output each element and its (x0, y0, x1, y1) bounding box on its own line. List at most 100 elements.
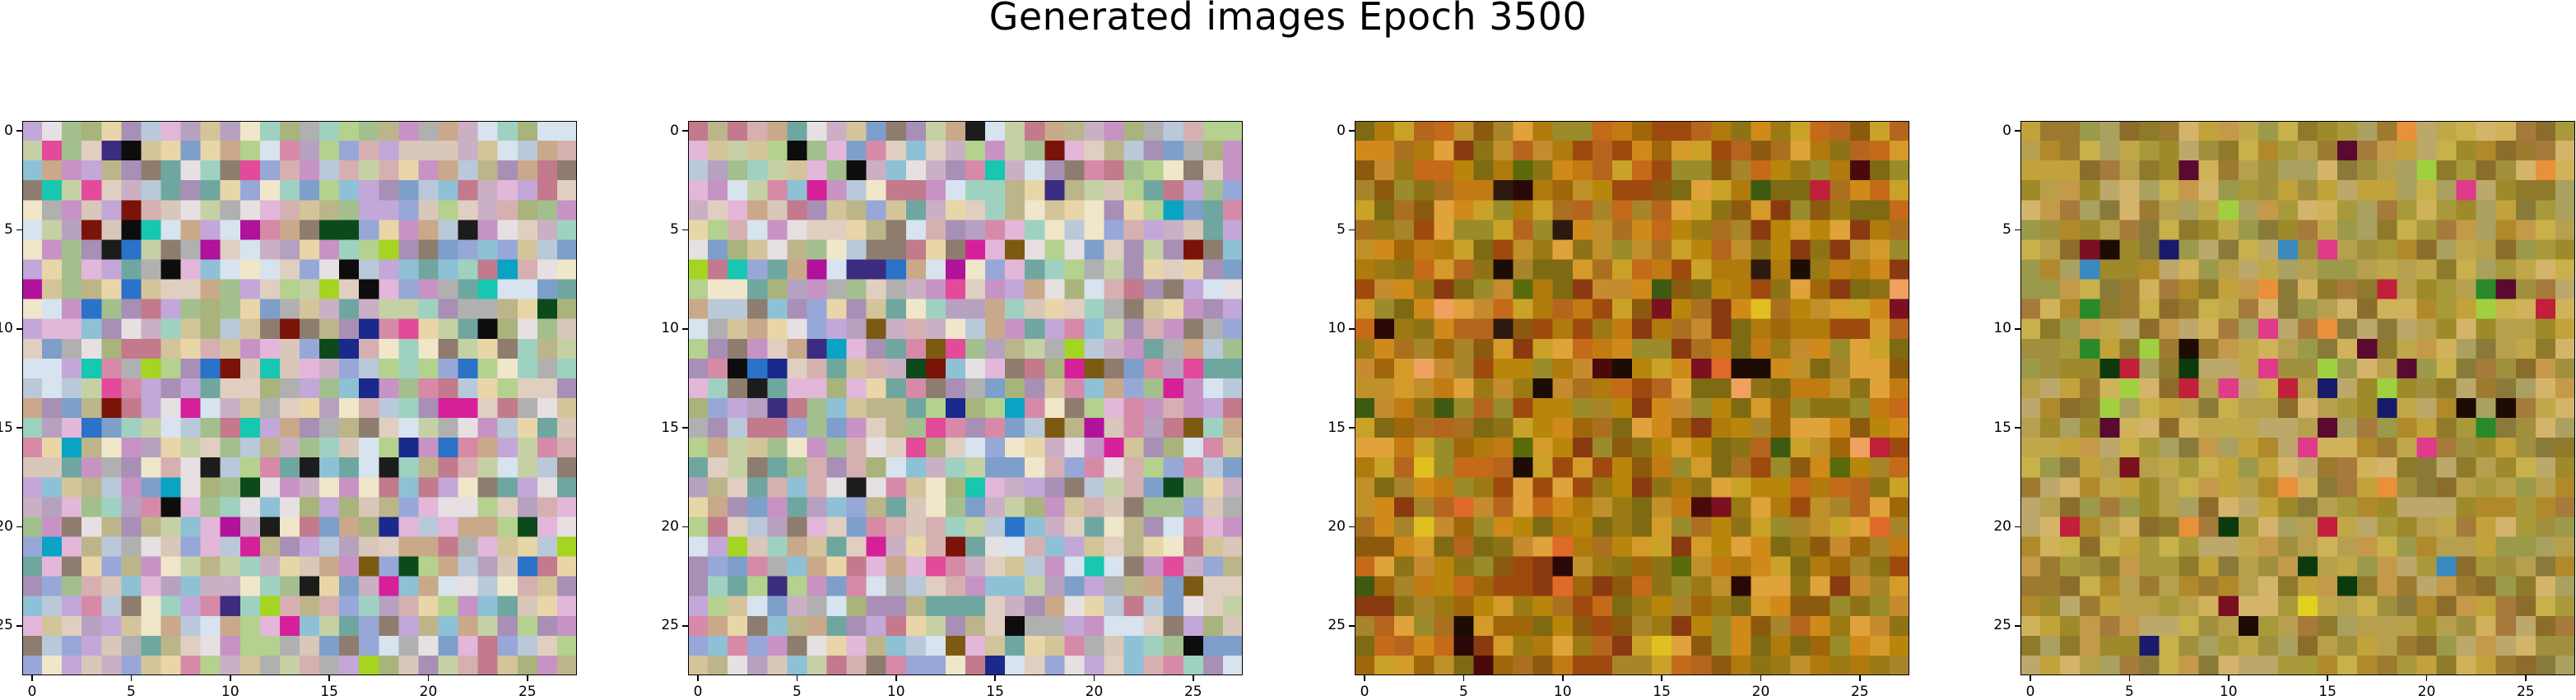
y-tick-mark (16, 427, 22, 429)
y-tick-mark (16, 328, 22, 330)
x-tick-label: 25 (1183, 684, 1202, 700)
generated-image-2 (688, 121, 1243, 675)
y-tick-label: 25 (1993, 617, 2011, 634)
y-tick-mark (2015, 229, 2020, 231)
y-tick-mark (682, 229, 688, 231)
x-tick-label: 10 (221, 684, 239, 700)
y-tick-mark (2015, 130, 2020, 132)
x-tick-label: 10 (886, 684, 905, 700)
x-tick-mark (2228, 675, 2230, 681)
x-tick-label: 20 (1751, 684, 1770, 700)
y-tick-mark (1349, 130, 1355, 132)
x-tick-label: 15 (986, 684, 1004, 700)
y-tick-mark (1349, 229, 1355, 231)
x-tick-label: 5 (1458, 684, 1468, 700)
y-tick-mark (1349, 526, 1355, 528)
x-tick-mark (697, 675, 699, 681)
y-tick-label: 15 (1328, 419, 1346, 436)
generated-image-3 (1355, 121, 1909, 675)
y-tick-mark (2015, 526, 2020, 528)
y-tick-mark (682, 625, 688, 627)
x-tick-mark (328, 675, 330, 681)
y-tick-mark (1349, 427, 1355, 429)
y-tick-label: 20 (1993, 517, 2011, 535)
x-tick-label: 0 (1360, 684, 1369, 700)
y-tick-label: 25 (1328, 617, 1346, 634)
x-tick-label: 15 (320, 684, 338, 700)
y-tick-label: 15 (0, 419, 13, 436)
y-tick-mark (682, 328, 688, 330)
x-tick-label: 0 (2025, 684, 2035, 700)
x-tick-label: 5 (792, 684, 802, 700)
y-tick-label: 15 (1993, 419, 2011, 436)
y-tick-mark (682, 130, 688, 132)
y-tick-label: 0 (1337, 122, 1346, 139)
y-tick-label: 25 (661, 617, 679, 634)
x-tick-mark (1661, 675, 1662, 681)
x-tick-label: 15 (1653, 684, 1671, 700)
x-tick-label: 20 (2417, 684, 2436, 700)
y-tick-label: 20 (661, 517, 679, 535)
y-tick-mark (16, 526, 22, 528)
x-tick-mark (1093, 675, 1095, 681)
y-tick-label: 5 (2002, 220, 2011, 238)
y-tick-mark (682, 427, 688, 429)
y-tick-mark (682, 526, 688, 528)
x-tick-mark (994, 675, 996, 681)
x-tick-label: 0 (693, 684, 703, 700)
x-tick-mark (1364, 675, 1365, 681)
x-tick-label: 10 (1553, 684, 1572, 700)
y-tick-label: 20 (0, 517, 13, 535)
x-tick-label: 20 (419, 684, 438, 700)
x-tick-mark (130, 675, 133, 681)
x-tick-mark (1193, 675, 1194, 681)
x-tick-mark (31, 675, 33, 681)
y-tick-label: 10 (1328, 320, 1346, 337)
x-tick-mark (1562, 675, 1564, 681)
x-tick-mark (527, 675, 528, 681)
y-tick-label: 20 (1328, 517, 1346, 535)
y-tick-label: 5 (670, 220, 679, 238)
y-tick-label: 15 (661, 419, 679, 436)
x-tick-mark (2425, 675, 2428, 681)
y-tick-mark (2015, 625, 2020, 627)
x-tick-mark (796, 675, 798, 681)
x-tick-label: 25 (2516, 684, 2535, 700)
x-tick-label: 15 (2318, 684, 2337, 700)
y-tick-label: 0 (2002, 122, 2011, 139)
y-tick-label: 5 (1337, 220, 1346, 238)
y-tick-mark (16, 229, 22, 231)
x-tick-label: 10 (2219, 684, 2238, 700)
y-tick-label: 0 (4, 122, 13, 139)
x-tick-label: 5 (2124, 684, 2134, 700)
x-tick-mark (2525, 675, 2527, 681)
figure-title: Generated images Epoch 3500 (988, 0, 1588, 39)
x-tick-label: 5 (126, 684, 136, 700)
y-tick-mark (16, 130, 22, 132)
y-tick-mark (16, 625, 22, 627)
y-tick-label: 5 (4, 220, 13, 238)
x-tick-label: 20 (1085, 684, 1104, 700)
x-tick-label: 0 (27, 684, 37, 700)
x-tick-mark (1760, 675, 1762, 681)
y-tick-mark (1349, 328, 1355, 330)
y-tick-label: 0 (670, 122, 679, 139)
y-tick-label: 10 (0, 320, 13, 337)
y-tick-mark (1349, 625, 1355, 627)
y-tick-mark (2015, 427, 2020, 429)
y-tick-label: 10 (661, 320, 679, 337)
generated-image-4 (2020, 121, 2575, 675)
y-tick-label: 10 (1993, 320, 2011, 337)
y-tick-label: 25 (0, 617, 13, 634)
x-tick-mark (895, 675, 897, 681)
x-tick-label: 25 (518, 684, 537, 700)
x-tick-label: 25 (1850, 684, 1869, 700)
x-tick-mark (230, 675, 231, 681)
x-tick-mark (427, 675, 430, 681)
x-tick-mark (2030, 675, 2031, 681)
x-tick-mark (2128, 675, 2131, 681)
x-tick-mark (1462, 675, 1465, 681)
x-tick-mark (2327, 675, 2328, 681)
x-tick-mark (1859, 675, 1861, 681)
generated-image-1 (22, 121, 577, 675)
